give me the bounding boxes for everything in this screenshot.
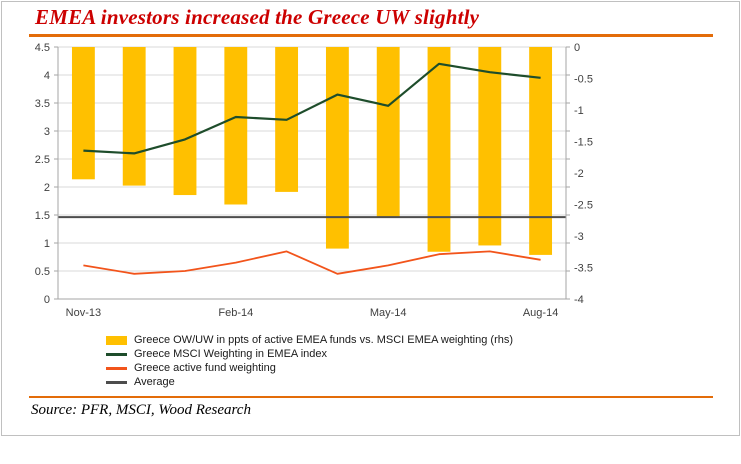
left-axis-label: 1.5 [35,210,50,222]
legend-item-average: Average [106,375,513,389]
left-axis-label: 1 [44,238,50,250]
bar [325,47,349,249]
chart-plot-area: 4.5 4 3.5 3 2.5 2 1.5 1 0.5 0 0 -0.5 -1 -1.5 -2 -2.5 -3 -… [35,42,593,319]
legend-line-swatch-icon [106,366,127,370]
source-note: Source: PFR, MSCI, Wood Research [31,402,251,418]
left-axis-label: 2.5 [35,154,50,166]
x-axis-label: May-14 [370,307,407,319]
legend-line-swatch-icon [106,380,127,384]
right-axis-label: -4 [574,294,584,306]
bar [376,47,400,218]
legend-line-swatch-icon [106,352,127,356]
x-axis-label: Nov-13 [66,307,101,319]
bar [478,47,502,246]
bar [71,47,95,180]
left-axis-label: 4 [44,70,50,82]
legend-bar-swatch-icon [106,335,127,345]
bar [427,47,451,252]
left-axis-label: 2 [44,182,50,194]
bar [529,47,553,255]
legend-item-owuw: Greece OW/UW in ppts of active EMEA fund… [106,333,513,347]
right-axis-label: -1 [574,105,584,117]
series-line [83,62,541,155]
bar [173,47,197,196]
legend-item-fund-weighting: Greece active fund weighting [106,361,513,375]
left-axis-label: 0 [44,294,50,306]
right-axis-label: -1.5 [574,137,593,149]
left-axis-label: 0.5 [35,266,50,278]
x-axis-label: Aug-14 [523,307,558,319]
legend-label: Greece OW/UW in ppts of active EMEA fund… [134,334,514,346]
left-axis-label: 4.5 [35,42,50,54]
right-axis-label: -2.5 [574,200,593,212]
bar [224,47,248,205]
left-axis-label: 3.5 [35,98,50,110]
x-axis-label: Feb-14 [218,307,253,319]
title-underline-rule [29,34,713,37]
source-divider-rule [29,396,713,398]
right-axis-label: -3.5 [574,263,593,275]
chart-legend: Greece OW/UW in ppts of active EMEA fund… [106,333,513,389]
left-axis-label: 3 [44,126,50,138]
legend-label: Greece MSCI Weighting in EMEA index [134,348,327,360]
right-axis-label: -0.5 [574,74,593,86]
right-axis-label: -3 [574,231,584,243]
series-line [83,250,541,275]
legend-label: Greece active fund weighting [134,362,276,374]
right-axis-label: 0 [574,42,580,54]
legend-item-msci-weighting: Greece MSCI Weighting in EMEA index [106,347,513,361]
legend-label: Average [134,376,175,388]
chart-title: EMEA investors increased the Greece UW s… [35,5,480,29]
report-figure: EMEA investors increased the Greece UW s… [1,1,740,436]
right-axis-label: -2 [574,168,584,180]
bar [122,47,146,186]
